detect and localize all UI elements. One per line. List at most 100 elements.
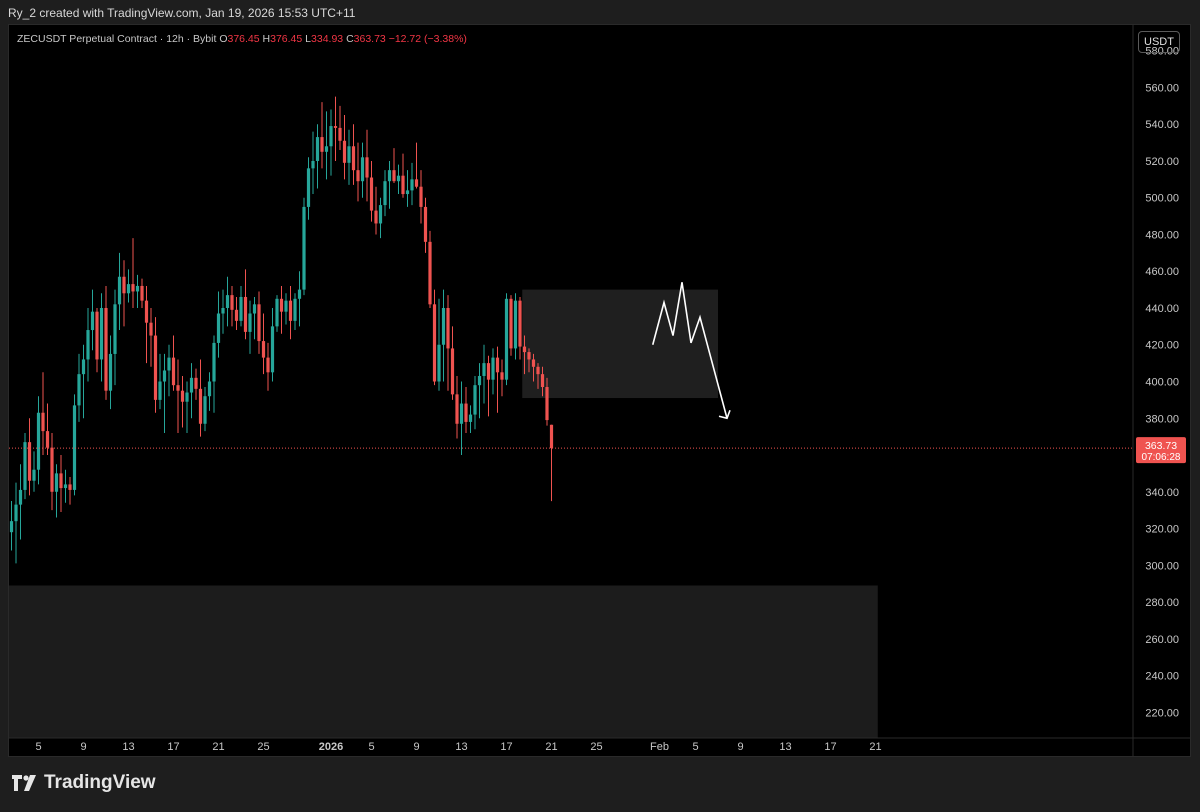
candle-body xyxy=(54,473,59,492)
candle xyxy=(257,291,261,354)
candle-body xyxy=(522,346,527,353)
candle-body xyxy=(509,298,513,349)
candle xyxy=(90,289,95,351)
candle-body xyxy=(297,289,302,299)
candle xyxy=(212,335,216,413)
y-tick-label: 500.00 xyxy=(1145,193,1179,205)
candle xyxy=(419,170,423,224)
candle xyxy=(194,368,198,400)
candle-body xyxy=(324,146,329,152)
candle xyxy=(401,153,405,198)
demand-zone-box xyxy=(9,585,878,738)
candle-body xyxy=(180,390,185,402)
candle xyxy=(252,296,257,340)
candle-body xyxy=(239,296,243,321)
low-value: 334.93 xyxy=(311,33,344,45)
candle xyxy=(536,363,540,389)
candle-body xyxy=(468,414,473,422)
x-tick-label: 9 xyxy=(80,741,86,753)
candle xyxy=(288,285,293,340)
candle-body xyxy=(284,300,288,312)
candle-body xyxy=(189,377,194,393)
candle xyxy=(338,105,342,150)
candle-body xyxy=(27,442,32,481)
price-tag-value: 363.73 xyxy=(1145,440,1177,452)
candle xyxy=(144,285,149,364)
y-tick-label: 280.00 xyxy=(1145,597,1179,609)
candle xyxy=(509,295,513,356)
candlestick-chart[interactable]: 220.00 240.00 260.00 280.00 300.00 320.00 340.… xyxy=(9,25,1190,756)
candle-body xyxy=(221,307,225,314)
candle xyxy=(477,363,482,419)
y-tick-label: 580.00 xyxy=(1145,46,1179,58)
y-tick-label: 560.00 xyxy=(1145,82,1179,94)
candle xyxy=(500,359,504,397)
candle xyxy=(162,353,167,433)
candle xyxy=(243,269,248,340)
candle-body xyxy=(140,285,144,301)
candle-body xyxy=(351,146,356,171)
candle xyxy=(221,289,225,334)
candle xyxy=(203,387,207,432)
candle-body xyxy=(144,300,149,323)
candle xyxy=(441,289,446,382)
candle xyxy=(266,342,270,391)
tradingview-logo-icon xyxy=(12,775,36,791)
candle xyxy=(437,298,441,391)
candle-body xyxy=(32,469,36,481)
candle-body xyxy=(545,387,549,421)
candle xyxy=(270,307,275,382)
candle xyxy=(122,260,126,327)
candle xyxy=(248,300,252,354)
x-tick-label: 17 xyxy=(500,741,512,753)
candle xyxy=(45,403,50,456)
candle xyxy=(297,271,302,327)
candle-body xyxy=(14,504,18,522)
tradingview-logo[interactable]: TradingView xyxy=(12,772,156,794)
candle-body xyxy=(257,304,261,342)
candle xyxy=(410,162,414,206)
candle xyxy=(158,353,162,410)
candle-body xyxy=(392,170,396,182)
candle-body xyxy=(131,284,135,292)
candle xyxy=(531,353,536,382)
candle xyxy=(329,109,333,176)
candle-body xyxy=(99,307,104,360)
y-tick-label: 340.00 xyxy=(1145,487,1179,499)
candle-body xyxy=(266,357,270,373)
candle-body xyxy=(504,298,509,380)
candle xyxy=(495,346,500,413)
candle-body xyxy=(513,300,518,349)
candle-body xyxy=(108,353,113,391)
candle-body xyxy=(428,241,432,305)
candle-body xyxy=(234,309,239,321)
candle xyxy=(320,102,324,169)
candle xyxy=(140,278,144,308)
candle xyxy=(423,197,428,253)
candle xyxy=(365,129,369,202)
candle-body xyxy=(207,381,212,397)
candle-body xyxy=(252,304,257,314)
currency-button[interactable]: USDT xyxy=(1138,31,1180,53)
y-tick-label: 220.00 xyxy=(1145,707,1179,719)
x-tick-label: 9 xyxy=(413,741,419,753)
candle-body xyxy=(531,359,536,367)
candle-body xyxy=(18,489,23,505)
candle xyxy=(261,313,266,375)
x-tick-label: Feb xyxy=(650,741,669,753)
chart-pane[interactable]: 220.00 240.00 260.00 280.00 300.00 320.00 340.… xyxy=(8,24,1191,757)
candle xyxy=(108,335,113,410)
symbol-legend: ZECUSDT Perpetual Contract · 12h · Bybit… xyxy=(17,33,467,45)
candle-body xyxy=(63,484,68,489)
candle xyxy=(360,142,365,198)
symbol-title[interactable]: ZECUSDT Perpetual Contract · 12h · Bybit xyxy=(17,33,217,45)
candle xyxy=(513,293,518,360)
candle xyxy=(135,274,140,308)
candle-body xyxy=(486,363,491,380)
x-tick-label: 5 xyxy=(35,741,41,753)
candle xyxy=(486,355,491,417)
candle xyxy=(333,96,338,161)
candle xyxy=(432,289,437,386)
y-tick-label: 460.00 xyxy=(1145,266,1179,278)
candle-body xyxy=(113,304,117,354)
